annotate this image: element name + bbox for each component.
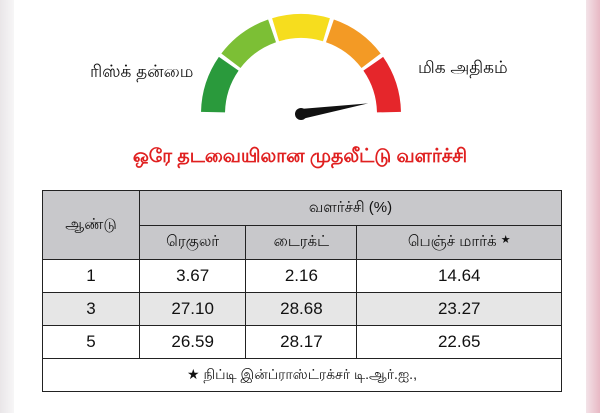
benchmark-cell: 23.27 — [356, 292, 562, 326]
risk-meter — [195, 10, 407, 128]
year-cell: 5 — [42, 325, 140, 359]
year-cell: 1 — [42, 259, 140, 293]
page-title: ஒரே தடவையிலான முதலீட்டு வளர்ச்சி — [132, 146, 468, 167]
risk-meter-segment — [325, 19, 381, 69]
benchmark-header: பெஞ்ச் மார்க் ★ — [356, 225, 562, 260]
growth-header: வளர்ச்சி (%) — [139, 190, 562, 226]
risk-meter-segment — [272, 13, 330, 42]
year-cell: 3 — [42, 292, 140, 326]
growth-table: ஆண்டு வளர்ச்சி (%) ரெகுலர் டைரக்ட் பெஞ்ச… — [42, 190, 562, 392]
direct-header: டைரக்ட் — [245, 225, 358, 260]
regular-header: ரெகுலர் — [138, 225, 247, 260]
direct-cell: 28.68 — [245, 292, 358, 326]
direct-cell: 28.17 — [245, 325, 358, 359]
benchmark-cell: 14.64 — [356, 259, 562, 293]
regular-cell: 3.67 — [138, 259, 247, 293]
benchmark-cell: 22.65 — [356, 325, 562, 359]
risk-high-label: மிக அதிகம் — [418, 58, 508, 77]
risk-meter-segment — [221, 19, 277, 69]
year-header: ஆண்டு — [42, 190, 140, 260]
table-row: 3 27.10 28.68 23.27 — [42, 292, 562, 326]
risk-meter-graphic — [201, 13, 401, 120]
benchmark-header-label: பெஞ்ச் மார்க் — [407, 233, 497, 250]
risk-meter-segment — [201, 56, 239, 113]
risk-meter-segment — [363, 56, 401, 113]
risk-meter-hub — [295, 108, 307, 120]
footnote: ★ நிப்டி இன்ப்ராஸ்ட்ரக்சர் டி.ஆர்.ஐ., — [42, 358, 562, 392]
table-row: 1 3.67 2.16 14.64 — [42, 259, 562, 293]
regular-cell: 27.10 — [138, 292, 247, 326]
risk-meter-needle — [300, 103, 369, 119]
direct-cell: 2.16 — [245, 259, 358, 293]
table-row: 5 26.59 28.17 22.65 — [42, 325, 562, 359]
regular-cell: 26.59 — [138, 325, 247, 359]
right-page-edge — [586, 0, 600, 413]
benchmark-star-marker: ★ — [500, 234, 511, 246]
risk-low-label: ரிஸ்க் தன்மை — [90, 62, 194, 81]
left-page-edge — [0, 0, 14, 413]
